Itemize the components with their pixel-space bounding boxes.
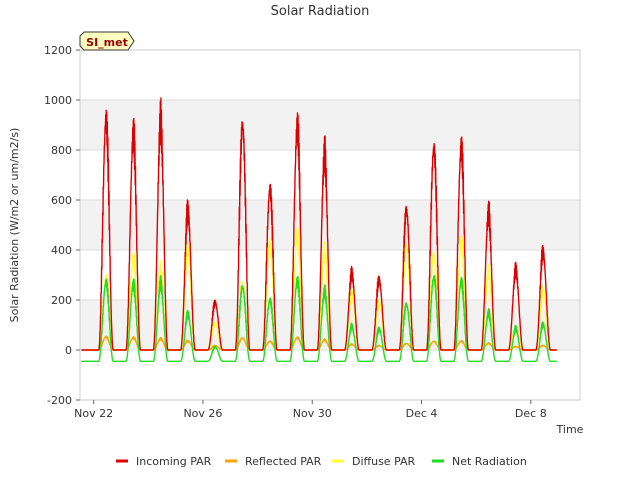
x-tick-label: Dec 4: [406, 407, 438, 420]
y-tick-label: 1000: [44, 94, 72, 107]
x-tick-label: Nov 26: [183, 407, 222, 420]
x-tick-label: Dec 8: [515, 407, 547, 420]
grid-band: [80, 100, 580, 150]
grid-band: [80, 250, 580, 300]
legend-label-reflected-par: Reflected PAR: [245, 455, 322, 468]
y-tick-label: 200: [51, 294, 72, 307]
badge-label: SI_met: [86, 36, 128, 49]
legend: Incoming PAR Reflected PAR Diffuse PAR Net …: [116, 455, 527, 468]
y-axis-label: Solar Radiation (W/m2 or um/m2/s): [8, 128, 21, 323]
y-axis: -200 0 200 400 600 800 1000 1200: [44, 44, 80, 407]
si-met-badge: SI_met: [79, 31, 135, 51]
x-tick-label: Nov 22: [74, 407, 113, 420]
series-layer: [80, 97, 558, 362]
x-axis: Nov 22 Nov 26 Nov 30 Dec 4 Dec 8: [74, 400, 547, 420]
grid-band: [80, 350, 580, 400]
series-line-incoming-par: [80, 97, 558, 351]
grid-band: [80, 150, 580, 200]
grid-band: [80, 200, 580, 250]
y-tick-label: 600: [51, 194, 72, 207]
y-tick-label: 800: [51, 144, 72, 157]
badge-shape: [79, 31, 135, 51]
y-tick-label: 0: [65, 344, 72, 357]
plot-frame: [79, 49, 581, 401]
legend-label-diffuse-par: Diffuse PAR: [352, 455, 416, 468]
chart-title: Solar Radiation: [271, 4, 370, 19]
y-tick-label: -200: [47, 394, 72, 407]
x-tick-label: Nov 30: [293, 407, 332, 420]
legend-label-net-radiation: Net Radiation: [452, 455, 527, 468]
series-line-net-radiation: [80, 274, 558, 362]
grid-band: [80, 50, 580, 100]
y-tick-label: 1200: [44, 44, 72, 57]
legend-label-incoming-par: Incoming PAR: [136, 455, 212, 468]
y-tick-label: 400: [51, 244, 72, 257]
x-axis-label: Time: [556, 423, 584, 436]
